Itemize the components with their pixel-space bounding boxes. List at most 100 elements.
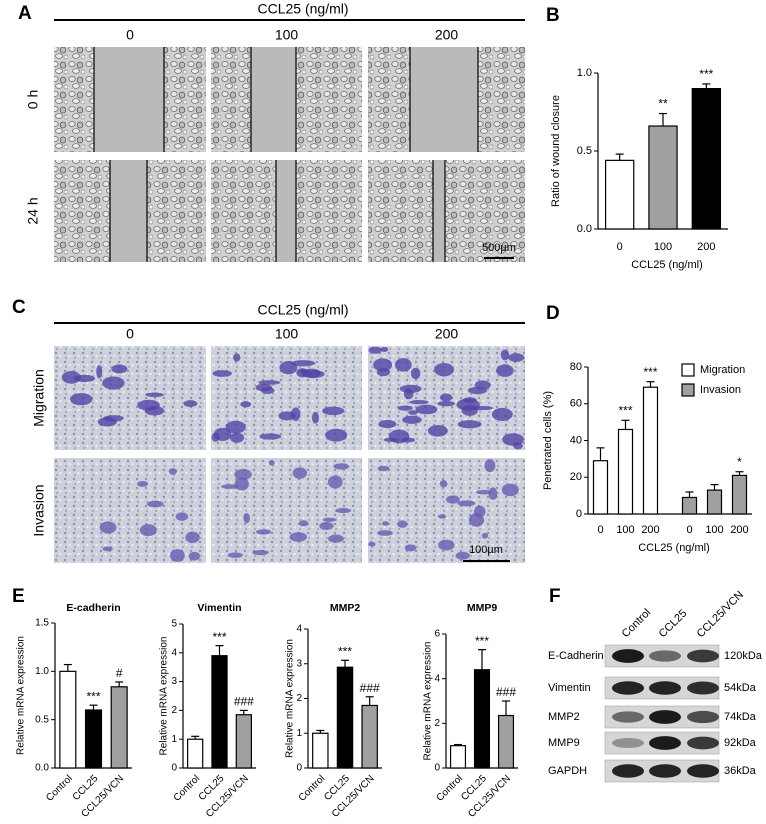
significance: *** bbox=[338, 644, 352, 658]
y-tick-label: 20 bbox=[570, 471, 582, 483]
bar bbox=[110, 686, 128, 769]
lane-label: CCL25/VCN bbox=[695, 589, 746, 640]
stained-cell bbox=[102, 546, 113, 552]
y-tick-label: 1.0 bbox=[577, 67, 592, 79]
stained-cell bbox=[410, 367, 421, 380]
column-label: 100 bbox=[275, 27, 299, 43]
stained-cell bbox=[145, 392, 164, 398]
chart-title: E-cadherin bbox=[66, 602, 120, 614]
panel-title: CCL25 (ng/ml) bbox=[257, 1, 348, 17]
bar bbox=[336, 666, 354, 769]
stained-cell bbox=[377, 530, 393, 536]
bar bbox=[731, 474, 748, 515]
stained-cell bbox=[475, 489, 493, 495]
stained-cell bbox=[212, 370, 233, 377]
stained-cell bbox=[427, 424, 448, 437]
protein-label: MMP2 bbox=[548, 711, 580, 723]
legend-swatch bbox=[681, 363, 695, 377]
stained-cell bbox=[328, 534, 344, 543]
blot-band bbox=[687, 764, 719, 778]
column-label: 100 bbox=[275, 326, 299, 342]
bar bbox=[312, 732, 329, 769]
bar bbox=[497, 714, 515, 769]
y-tick-label: 0 bbox=[434, 763, 440, 774]
x-tick-label: 0 bbox=[686, 524, 692, 536]
blot-band bbox=[612, 681, 644, 695]
stained-cell bbox=[508, 353, 525, 362]
y-tick-label: 3 bbox=[171, 676, 177, 687]
y-tick-label: 0 bbox=[576, 508, 582, 520]
stained-cell bbox=[252, 549, 269, 556]
stained-cell bbox=[397, 405, 413, 411]
x-tick-label: 100 bbox=[616, 524, 634, 536]
stained-cell bbox=[69, 393, 93, 406]
stained-cell bbox=[99, 521, 117, 534]
stained-cell bbox=[457, 500, 476, 507]
micrograph bbox=[368, 160, 525, 262]
row-label: Invasion bbox=[31, 484, 47, 536]
blot-band bbox=[649, 764, 681, 778]
blot-band bbox=[649, 736, 681, 750]
blot-band bbox=[612, 649, 644, 663]
lane-label: CCL25 bbox=[657, 607, 690, 640]
stained-cell bbox=[292, 467, 308, 479]
stained-cell bbox=[439, 393, 453, 402]
stained-cell bbox=[437, 400, 455, 407]
x-tick-label: Control bbox=[44, 773, 75, 804]
stained-cell bbox=[437, 514, 447, 519]
wound-gap bbox=[276, 160, 296, 262]
x-tick-label: Control bbox=[297, 773, 328, 804]
significance: *** bbox=[212, 630, 226, 644]
stained-cell bbox=[455, 551, 470, 560]
stained-cell bbox=[137, 399, 160, 411]
stained-cell bbox=[258, 380, 281, 385]
legend-label: Invasion bbox=[700, 384, 741, 396]
size-label: 74kDa bbox=[724, 711, 757, 723]
scale-bar-label: 500µm bbox=[482, 242, 516, 254]
stained-cell bbox=[404, 544, 417, 552]
stained-cell bbox=[291, 407, 301, 422]
blot-band bbox=[687, 681, 719, 695]
stained-cell bbox=[500, 349, 510, 361]
y-tick-label: 1 bbox=[296, 728, 302, 739]
significance: ** bbox=[658, 97, 668, 111]
micrograph bbox=[54, 458, 206, 563]
stained-cell bbox=[137, 480, 148, 487]
blot-band bbox=[687, 649, 719, 663]
significance: *** bbox=[699, 67, 713, 81]
protein-label: MMP9 bbox=[548, 737, 580, 749]
stained-cell bbox=[185, 531, 200, 544]
stained-cell bbox=[301, 368, 321, 378]
y-tick-label: 2 bbox=[171, 705, 177, 716]
stained-cell bbox=[111, 364, 128, 374]
stained-cell bbox=[229, 432, 245, 443]
y-tick-label: 1.5 bbox=[35, 618, 49, 629]
significance: *** bbox=[86, 689, 100, 703]
stained-cell bbox=[484, 459, 496, 473]
significance: ### bbox=[234, 695, 254, 709]
stained-cell bbox=[434, 362, 454, 377]
bar bbox=[592, 460, 609, 515]
y-tick-label: 4 bbox=[296, 624, 302, 635]
size-label: 54kDa bbox=[724, 682, 757, 694]
stained-cell bbox=[513, 442, 523, 450]
x-tick-label: 100 bbox=[705, 524, 723, 536]
y-tick-label: 6 bbox=[434, 629, 440, 640]
panel-label: F bbox=[549, 586, 561, 607]
stained-cell bbox=[376, 368, 390, 377]
blot-band bbox=[612, 764, 644, 778]
stained-cell bbox=[168, 468, 178, 475]
stained-cell bbox=[322, 406, 345, 416]
bar bbox=[604, 159, 635, 230]
blot-band bbox=[649, 681, 681, 695]
stained-cell bbox=[401, 437, 416, 443]
column-label: 200 bbox=[435, 27, 459, 43]
column-label: 200 bbox=[435, 326, 459, 342]
bar bbox=[449, 745, 467, 769]
stained-cell bbox=[255, 383, 273, 392]
protein-label: GAPDH bbox=[548, 765, 587, 777]
bar bbox=[235, 714, 252, 769]
stained-cell bbox=[403, 388, 414, 400]
bar bbox=[706, 489, 723, 515]
stained-cell bbox=[481, 532, 489, 539]
